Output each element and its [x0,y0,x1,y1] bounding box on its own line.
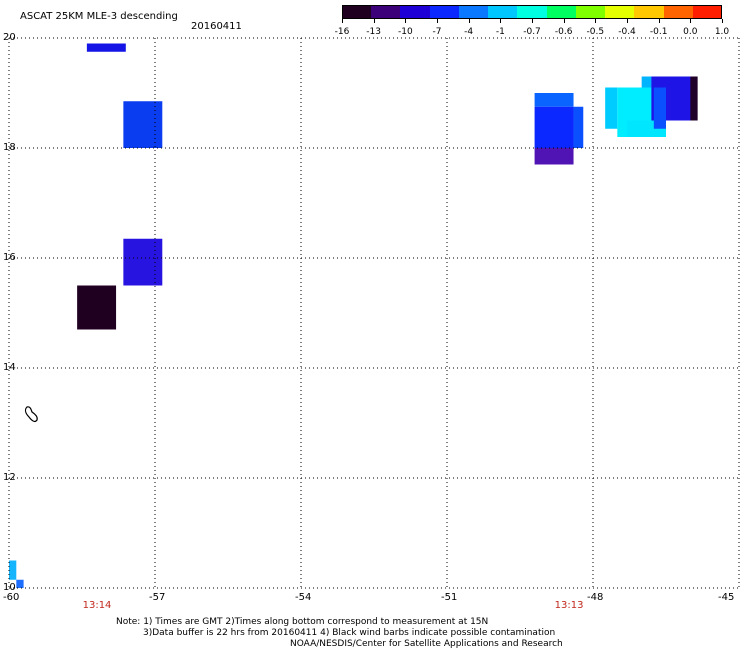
colorbar-label: -0.1 [649,27,668,37]
colorbar-label: -10 [397,27,413,37]
colorbar-label: -0.6 [554,27,573,37]
colorbar-swatch [488,5,518,19]
longitude-label: -45 [718,592,735,603]
wind-cell [573,106,584,148]
colorbar-swatch [458,5,489,19]
colorbar-tick [373,19,375,23]
colorbar-tick [500,19,502,23]
colorbar-label: -0.7 [523,27,541,37]
colorbar-label: -0.5 [586,27,605,37]
longitude-label: -54 [295,592,312,603]
latitude-label: 14 [3,362,16,373]
colorbar-tick [405,19,407,23]
longitude-label: -57 [149,592,166,603]
wind-cell [534,148,574,165]
colorbar-tick [342,19,343,23]
wind-cell [690,76,698,121]
pass-time-label: 13:14 [82,600,112,611]
product-title: ASCAT 25KM MLE-3 descending [20,11,178,22]
colorbar-swatch [546,5,577,19]
latitude-label: 16 [3,252,16,263]
wind-cells-layer [9,43,698,588]
colorbar-tick [722,19,723,23]
lat-lon-grid [8,37,740,589]
colorbar-swatch [634,5,665,19]
latitude-label: 18 [3,142,16,153]
colorbar-swatch [517,5,548,19]
wind-cell [653,87,666,129]
longitude-label: -60 [3,592,20,603]
wind-cell [86,43,126,52]
colorbar-tick [658,19,660,23]
wind-cell [534,106,574,148]
latitude-label: 12 [3,472,16,483]
wind-cell [123,101,163,148]
footer-note-1: Note: 1) Times are GMT 2)Times along bot… [116,617,489,627]
island-outline [24,406,38,423]
colorbar-border [342,5,722,19]
colorbar-label: -1 [495,27,505,37]
colorbar-swatch [400,5,431,19]
colorbar-label: -13 [366,27,382,37]
footer-note-2: 3)Data buffer is 22 hrs from 20160411 4)… [143,628,556,638]
colorbar-swatch [605,5,635,19]
wind-cell [534,93,574,107]
colorbar-tick [563,19,565,23]
latitude-label: 20 [3,32,16,43]
latitude-label: 10 [3,582,16,593]
colorbar-swatch [663,5,694,19]
colorbar-tick [437,19,438,23]
longitude-label: -51 [441,592,458,603]
colorbar-label: -4 [464,27,474,37]
colorbar-tick [627,19,628,23]
colorbar-swatch [429,5,460,19]
colorbar-tick [468,19,470,23]
colorbar-label: 0.0 [683,27,698,37]
longitude-label: -48 [587,592,604,603]
product-date: 20160411 [191,21,242,32]
wind-cell [123,238,163,286]
colorbar-swatch [342,5,372,19]
colorbar-swatch [575,5,606,19]
colorbar-swatch [692,5,723,19]
colorbar-label: -7 [432,27,442,37]
wind-cell [77,285,117,330]
colorbar-label: -16 [334,27,350,37]
wind-cell [605,87,618,129]
colorbar-swatch [371,5,401,19]
colorbar-label: 1.0 [714,27,730,37]
wind-cell [9,560,17,580]
colorbar-tick [690,19,692,23]
colorbar-tick [532,19,533,23]
colorbar-tick [595,19,597,23]
footer-credit: NOAA/NESDIS/Center for Satellite Applica… [290,639,563,649]
wind-cell [641,76,657,88]
pass-time-label: 13:13 [554,600,584,611]
colorbar-label: -0.4 [618,27,636,37]
wind-cell [16,579,24,588]
